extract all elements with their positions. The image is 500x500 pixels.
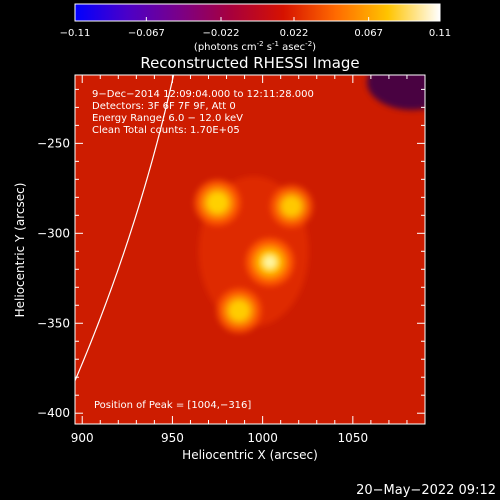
colorbar [74,3,441,22]
peak-position-label: Position of Peak = [1004,−316] [94,400,251,411]
colorbar-tick-label: −0.022 [202,28,239,39]
colorbar-ticks [74,17,441,21]
y-tick-label: −250 [37,136,70,150]
annotation-detectors: Detectors: 3F 6F 7F 9F, Att 0 [92,101,236,112]
colorbar-tick-label: −0.11 [60,28,91,39]
x-axis-label: Heliocentric X (arcsec) [182,448,318,462]
heatmap-source [270,184,313,228]
heatmap-source [245,238,294,287]
annotation-time: 9−Dec−2014 12:09:04.000 to 12:11:28.000 [92,89,314,100]
x-tick-label: 1050 [338,431,369,445]
colorbar-tick-labels: −0.11 −0.067 −0.022 0.022 0.067 0.11 [60,28,451,39]
solar-limb-line [75,75,175,383]
heatmap-source [194,179,241,226]
colorbar-tick-label: 0.11 [429,28,451,39]
colorbar-tick-label: 0.022 [280,28,309,39]
chart-title: Reconstructed RHESSI Image [140,54,359,72]
annotation-energy: Energy Range: 6.0 − 12.0 keV [92,113,243,124]
y-axis-ticks: −250 −300 −350 −400 [37,88,425,420]
x-tick-label: 900 [71,431,94,445]
colorbar-tick-label: 0.067 [354,28,383,39]
heatmap-source [216,288,262,334]
x-axis-ticks: 900 950 1000 1050 [71,75,408,445]
heatmap-dark-corner [367,75,425,110]
y-axis-label: Heliocentric Y (arcsec) [13,183,27,318]
x-tick-label: 1000 [247,431,278,445]
heatmap-image [75,75,425,424]
heatmap-sources [194,176,313,334]
plot-frame [74,74,426,425]
x-tick-label: 950 [161,431,184,445]
colorbar-tick-label: −0.067 [128,28,165,39]
footer-timestamp: 20−May−2022 09:12 [356,483,496,498]
y-tick-label: −400 [37,406,70,420]
y-tick-label: −350 [37,316,70,330]
colorbar-units: (photons cm-2 s-1 asec-2) [194,40,316,53]
annotation-clean: Clean Total counts: 1.70E+05 [92,125,240,136]
y-tick-label: −300 [37,226,70,240]
